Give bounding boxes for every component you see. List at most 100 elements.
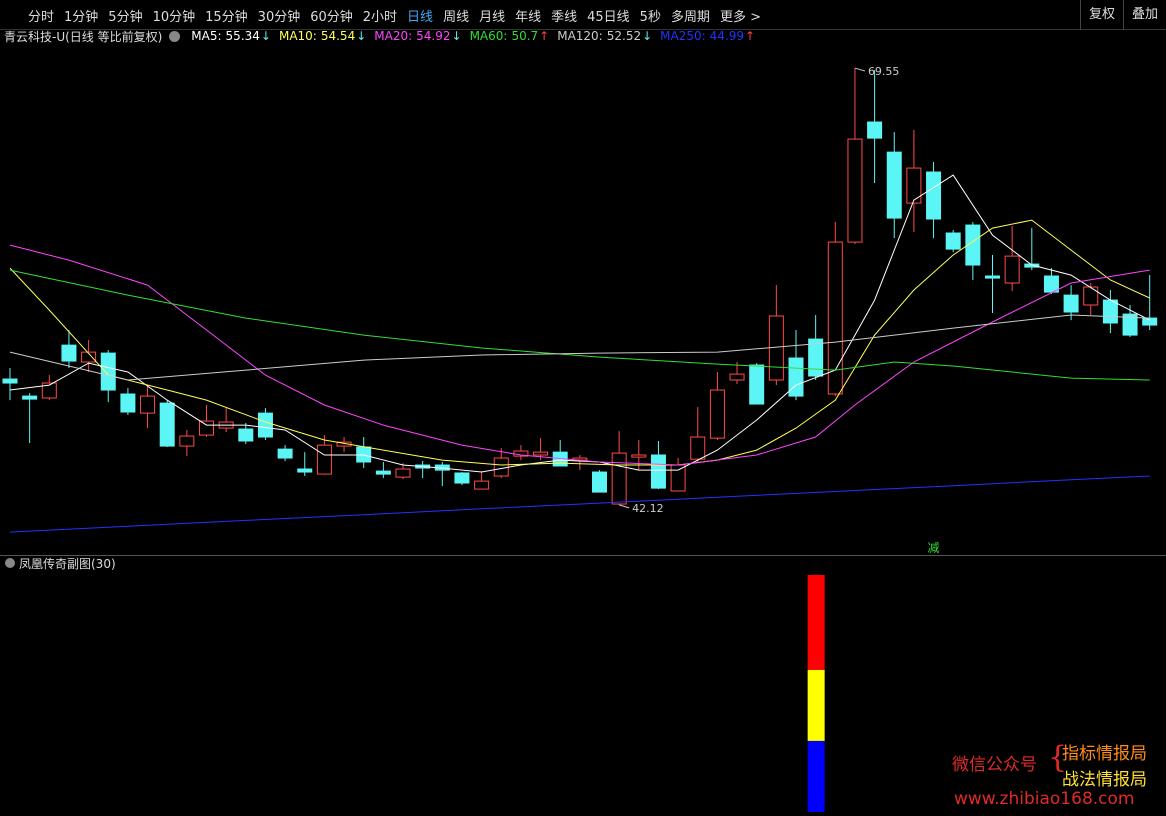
period-tab[interactable]: 2小时 bbox=[362, 9, 398, 25]
period-tab[interactable]: 60分钟 bbox=[310, 9, 353, 25]
candle-body bbox=[81, 351, 97, 363]
ma-arrow: ↑ bbox=[539, 29, 550, 43]
candle-body bbox=[670, 464, 686, 492]
period-tab[interactable]: 45日线 bbox=[587, 9, 630, 25]
candle-body bbox=[238, 428, 254, 442]
sub-bar-segment bbox=[807, 575, 825, 670]
period-tab[interactable]: 30分钟 bbox=[257, 9, 301, 25]
candle-body bbox=[159, 402, 175, 447]
candle-body bbox=[729, 373, 745, 381]
candle-body bbox=[886, 151, 902, 219]
candle-body bbox=[690, 436, 706, 460]
ma-arrow: ↓ bbox=[451, 29, 462, 43]
candle-body bbox=[1142, 317, 1158, 326]
candle-body bbox=[906, 167, 922, 204]
candle-body bbox=[41, 382, 57, 399]
period-tabs: 分时 1分钟 5分钟 10分钟 15分钟 30分钟 60分钟 2小时 日线 周线 月线 年线 季线 45日… bbox=[28, 0, 761, 30]
candle-body bbox=[788, 357, 804, 397]
ma-value: 50.7 bbox=[511, 29, 539, 43]
watermark-url: www.zhibiao168.com bbox=[954, 789, 1135, 809]
period-tab[interactable]: 1分钟 bbox=[64, 9, 99, 25]
candle-body bbox=[257, 412, 273, 438]
period-tab[interactable]: 10分钟 bbox=[152, 9, 196, 25]
candle-body bbox=[631, 454, 647, 458]
annotation-pointer bbox=[619, 504, 630, 509]
toolbar-button[interactable]: 叠加 bbox=[1122, 0, 1166, 30]
period-tab[interactable]: 月线 bbox=[479, 9, 506, 25]
ma-arrow: ↓ bbox=[642, 29, 653, 43]
period-tab[interactable]: 分时 bbox=[28, 9, 55, 25]
candle-body bbox=[120, 393, 136, 413]
candle-body bbox=[100, 352, 116, 391]
ma-line bbox=[9, 475, 1150, 533]
candle-body bbox=[493, 457, 509, 477]
ma-label: MA250: bbox=[660, 29, 706, 43]
ma-label: MA10: bbox=[278, 29, 317, 43]
ma-label: MA60: bbox=[469, 29, 508, 43]
candle-body bbox=[179, 435, 195, 447]
ma-line bbox=[9, 314, 1150, 381]
watermark-left: 微信公众号 bbox=[952, 755, 1037, 775]
sub-bar-segment bbox=[807, 669, 825, 741]
candle-body bbox=[297, 468, 313, 473]
candle-body bbox=[808, 338, 824, 377]
ma-arrow: ↓ bbox=[260, 29, 271, 43]
candle-body bbox=[1102, 299, 1118, 324]
candle-body bbox=[1122, 313, 1138, 336]
dropdown-icon[interactable] bbox=[169, 30, 181, 42]
period-tab[interactable]: 5秒 bbox=[639, 9, 661, 25]
period-tab[interactable]: 多周期 bbox=[670, 9, 710, 25]
candle-body bbox=[926, 171, 942, 220]
ma-label: MA20: bbox=[374, 29, 413, 43]
candle-body bbox=[395, 468, 411, 478]
indicator-row: 青云科技-U(日线 等比前复权) MA5: 55.34 ↓ MA10: 54.54 ↓ MA… bbox=[4, 27, 755, 45]
candle-body bbox=[985, 275, 1000, 279]
toolbar: 分时 1分钟 5分钟 10分钟 15分钟 30分钟 60分钟 2小时 日线 周线 月线 年线 季线 45日… bbox=[0, 0, 1166, 30]
candle-body bbox=[592, 471, 607, 493]
ma-line bbox=[9, 244, 1150, 466]
watermark: 微信公众号 { 指标情报局 战法情报局 www.zhibiao168.com bbox=[952, 738, 1162, 816]
ma-label: MA120: bbox=[557, 29, 603, 43]
candle-body bbox=[454, 472, 470, 484]
candle-body bbox=[199, 420, 214, 436]
candle-body bbox=[709, 389, 725, 439]
ma-label: MA5: bbox=[191, 29, 222, 43]
ma-value: 54.92 bbox=[416, 29, 451, 43]
period-tab[interactable]: 季线 bbox=[551, 9, 578, 25]
period-tab[interactable]: 年线 bbox=[515, 9, 542, 25]
period-tab[interactable]: 15分钟 bbox=[205, 9, 248, 25]
candle-body bbox=[277, 448, 293, 459]
period-tab[interactable]: 日线 bbox=[407, 9, 434, 25]
ma-value: 54.54 bbox=[320, 29, 356, 43]
ma-value: 52.52 bbox=[606, 29, 642, 43]
candle-body bbox=[611, 452, 627, 505]
candle-body bbox=[1063, 294, 1079, 313]
candle-body bbox=[2, 378, 18, 384]
candle-body bbox=[140, 395, 156, 414]
candle-body bbox=[827, 241, 843, 395]
sub-chart-title: 凤凰传奇副图(30) bbox=[19, 556, 116, 571]
toolbar-button[interactable]: 复权 bbox=[1079, 0, 1123, 30]
sub-bar-segment bbox=[807, 740, 825, 812]
candle-body bbox=[316, 444, 332, 475]
period-tab[interactable]: 更多 > bbox=[719, 9, 761, 25]
toolbar-right: 复权 叠加 bbox=[1079, 0, 1166, 30]
ma-value: 55.34 bbox=[225, 29, 260, 43]
candle-body bbox=[867, 121, 883, 139]
candle-body bbox=[533, 451, 549, 456]
candle-body bbox=[61, 344, 77, 362]
panel-icon bbox=[5, 558, 15, 568]
ma-arrow: ↓ bbox=[356, 29, 367, 43]
candle-body bbox=[650, 454, 666, 489]
ma-value: 44.99 bbox=[709, 29, 745, 43]
period-tab[interactable]: 5分钟 bbox=[108, 9, 143, 25]
ma-arrow: ↑ bbox=[745, 29, 756, 43]
period-tab[interactable]: 周线 bbox=[443, 9, 470, 25]
candle-body bbox=[1043, 275, 1059, 293]
candle-body bbox=[965, 224, 981, 266]
candle-body bbox=[749, 364, 765, 405]
candle-body bbox=[1024, 263, 1040, 268]
signal-label: 减 bbox=[928, 541, 940, 555]
